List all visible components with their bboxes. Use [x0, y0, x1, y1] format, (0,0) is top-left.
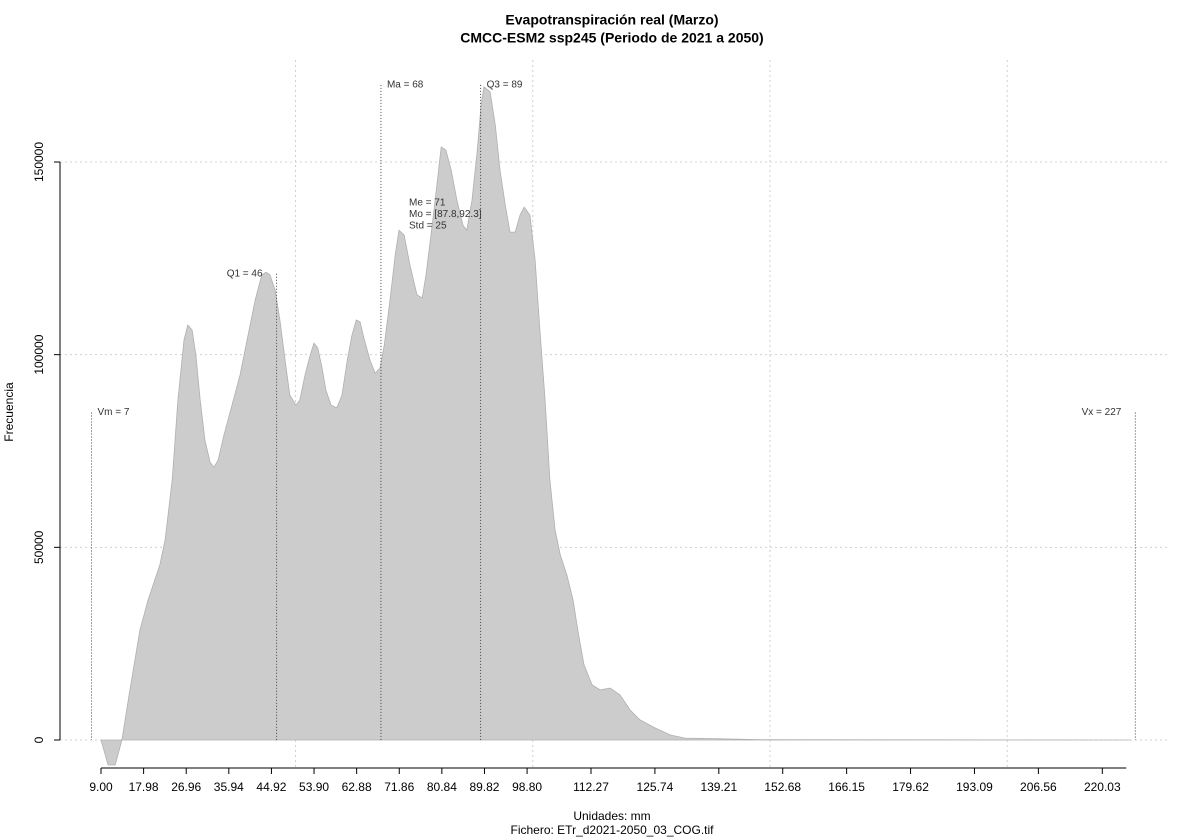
x-tick-label: 53.90: [299, 780, 329, 794]
x-tick-label: 112.27: [573, 780, 609, 794]
y-tick-label: 150000: [32, 142, 46, 182]
x-tick-label: 17.98: [129, 780, 159, 794]
annotation-label: Vx = 227: [1082, 407, 1122, 418]
annotation-label: Ma = 68: [387, 80, 424, 91]
caption: Fichero: ETr_d2021-2050_03_COG.tif: [511, 823, 715, 837]
x-tick-label: 220.03: [1084, 780, 1121, 794]
y-tick-label: 100000: [32, 334, 46, 374]
x-axis-label: Unidades: mm: [573, 809, 650, 823]
x-tick-label: 206.56: [1020, 780, 1057, 794]
x-tick-label: 44.92: [256, 780, 286, 794]
x-tick-label: 35.94: [214, 780, 244, 794]
chart-title: Evapotranspiración real (Marzo): [505, 12, 718, 28]
x-tick-label: 62.88: [342, 780, 372, 794]
y-axis-label: Frecuencia: [2, 382, 16, 442]
x-tick-label: 71.86: [384, 780, 414, 794]
annotation-label: Q1 = 46: [227, 268, 263, 279]
x-tick-label: 152.68: [764, 780, 801, 794]
x-tick-label: 80.84: [427, 780, 457, 794]
x-tick-label: 125.74: [637, 780, 674, 794]
stat-label: Mo = [87.8,92.3]: [409, 209, 482, 220]
stat-label: Std = 25: [409, 221, 447, 232]
x-tick-label: 9.00: [89, 780, 113, 794]
annotation-label: Q3 = 89: [487, 80, 523, 91]
y-tick-label: 50000: [32, 530, 46, 564]
x-tick-label: 179.62: [892, 780, 929, 794]
x-tick-label: 98.80: [512, 780, 542, 794]
stat-label: Me = 71: [409, 198, 446, 209]
x-tick-label: 139.21: [700, 780, 737, 794]
x-tick-label: 193.09: [956, 780, 993, 794]
annotation-label: Vm = 7: [98, 407, 130, 418]
y-tick-label: 0: [32, 736, 46, 743]
x-tick-label: 26.96: [171, 780, 201, 794]
density-area: [100, 86, 1131, 766]
x-tick-label: 89.82: [469, 780, 499, 794]
chart-subtitle: CMCC-ESM2 ssp245 (Periodo de 2021 a 2050…: [460, 30, 763, 46]
x-tick-label: 166.15: [828, 780, 865, 794]
